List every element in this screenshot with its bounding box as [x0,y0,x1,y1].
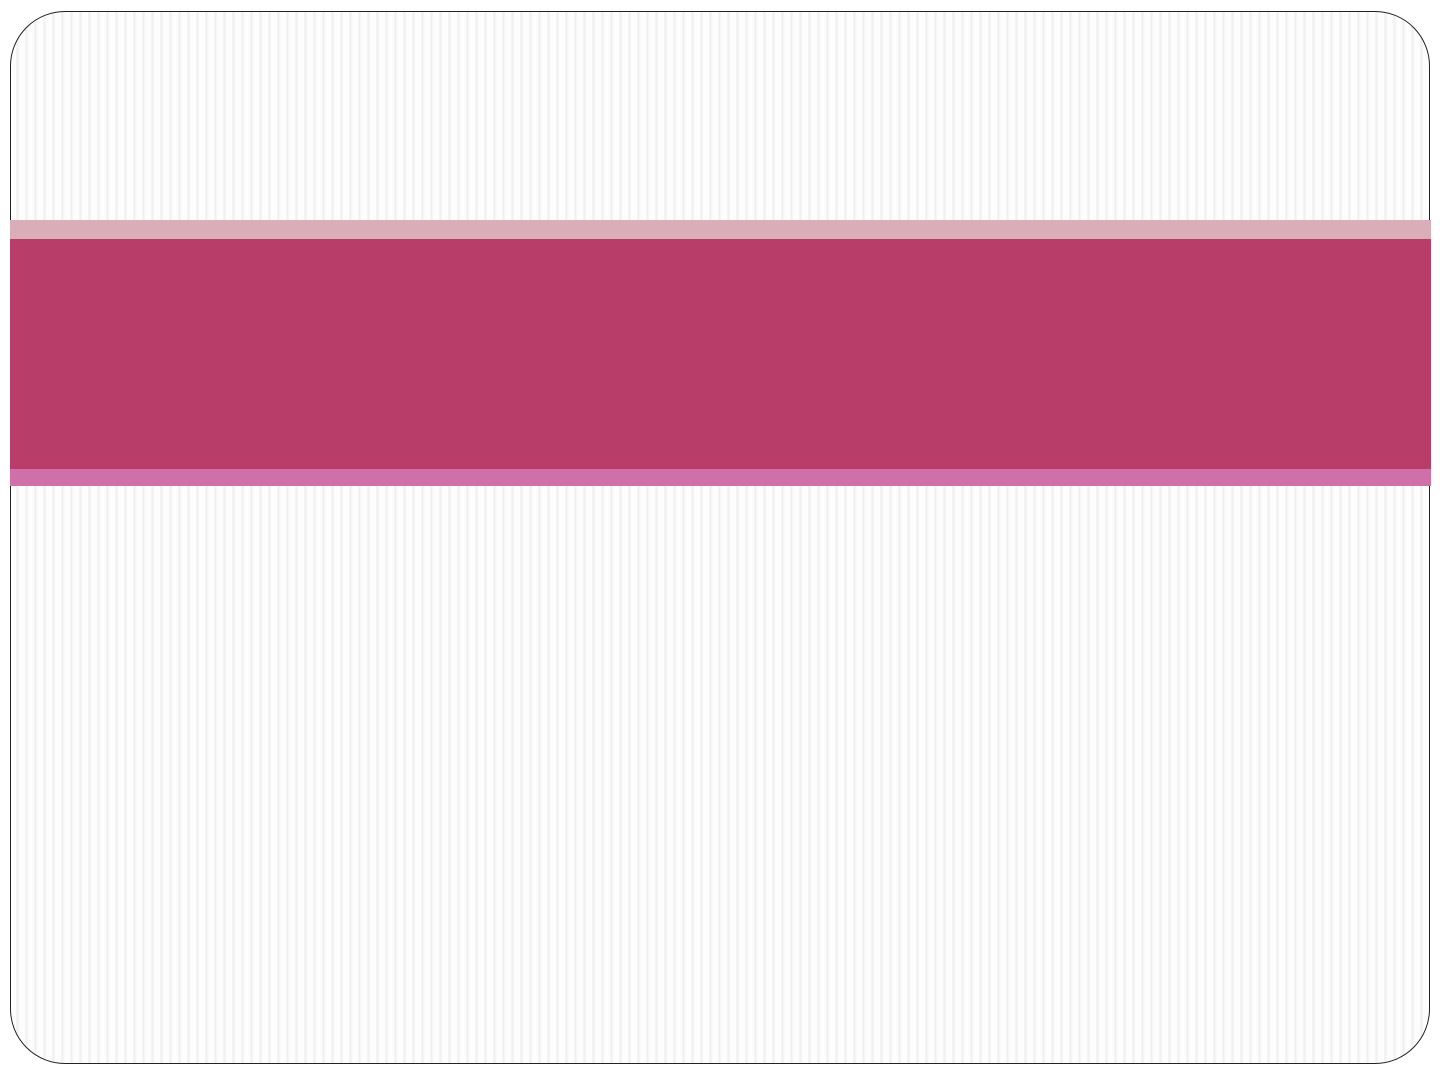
slide-frame [10,11,1430,1064]
title-band-bottom-stripe [10,469,1431,486]
title-band-top-stripe [10,220,1431,239]
title-band [10,239,1431,469]
